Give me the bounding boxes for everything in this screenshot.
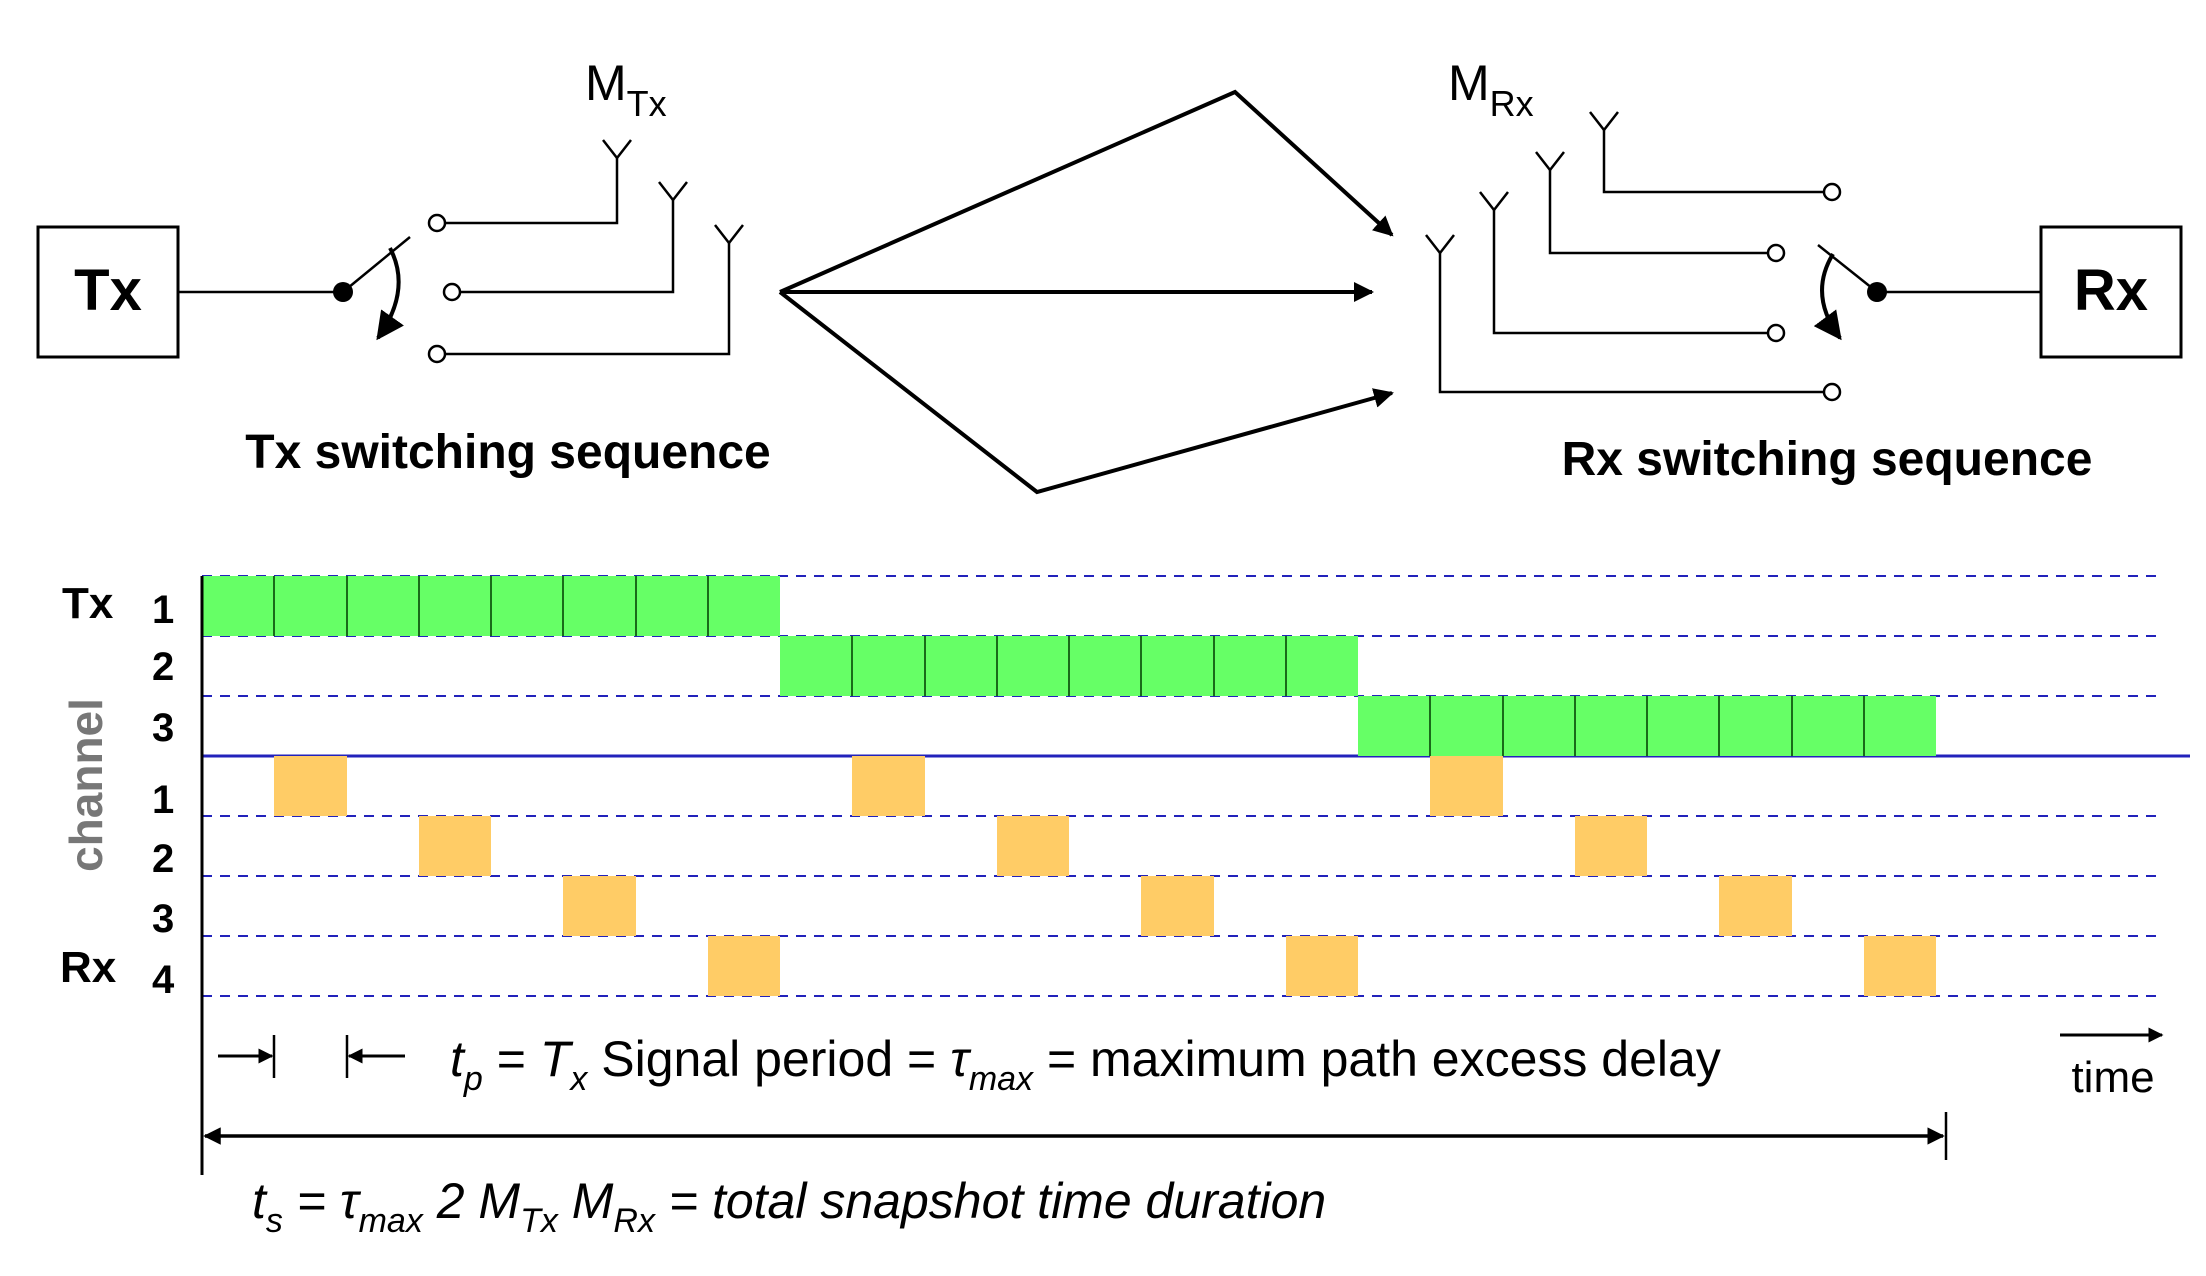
rx-group-label: Rx [60,943,117,992]
m-tx-label: MTx [585,55,667,124]
rx-box-label: Rx [2074,258,2148,323]
antenna-icon [1589,111,1619,131]
rx-channel-1-label: 1 [152,778,174,822]
tx-switch-rotation-arrow [376,247,404,341]
tx-feed-3 [445,243,731,356]
tx-box [36,225,180,359]
timing-diagram: Tx 1 2 3 1 2 3 4 Rx channel tp = Tx Sign… [60,575,2190,1240]
rx-feed-2 [1548,170,1768,255]
antenna-icon [602,139,632,159]
rx-channel-4-label: 4 [152,958,175,1002]
rx-block [1141,876,1214,936]
propagation-paths [778,89,1394,495]
tx-group-label: Tx [62,579,114,628]
rx-block [1430,756,1503,816]
rx-channel-3-label: 3 [152,897,174,941]
rx-blocks [274,756,1936,996]
rx-box [2039,225,2183,359]
rx-contact-1 [1822,182,1842,202]
antenna-icon [1535,151,1565,171]
tx-contact-1 [427,213,447,233]
rx-switching-caption: Rx switching sequence [1562,433,2093,486]
rx-channel-2-label: 2 [152,837,174,881]
channel-axis-label: channel [60,698,112,872]
rx-contact-4 [1822,382,1842,402]
rx-block [274,756,347,816]
antenna-icon [714,224,744,244]
rx-block [708,936,780,996]
rx-feed-3 [1492,210,1768,335]
tx-channel-1-label: 1 [152,588,174,632]
rx-switch-blade [1817,244,1878,293]
rx-block [852,756,925,816]
tx-channel-3-label: 3 [152,706,174,750]
rx-contact-3 [1766,323,1786,343]
rx-switch-rotation-arrow [1813,252,1842,341]
time-label: time [2071,1053,2154,1102]
tx-contact-2 [442,282,462,302]
tx-box-label: Tx [74,258,142,323]
antenna-icon [1479,191,1509,211]
tx-feed-2 [460,200,675,294]
antenna-icon [658,181,688,201]
tx-side: Tx MTx Tx switching sequence [36,55,771,479]
rx-contact-2 [1766,243,1786,263]
path-arrow-upper [779,89,1394,294]
rx-block [1286,936,1358,996]
antenna-icon [1425,234,1455,254]
rx-block [1719,876,1792,936]
rx-feed-1 [1602,130,1824,194]
rx-block [1575,816,1647,876]
rx-block [1864,936,1936,996]
rx-block [563,876,636,936]
tx-switching-caption: Tx switching sequence [245,426,770,479]
rx-feed-4 [1438,253,1824,394]
m-rx-label: MRx [1448,55,1534,124]
ts-definition: ts = τmax 2 MTx MRx = total snapshot tim… [252,1173,1326,1240]
tx-channel-2-label: 2 [152,645,174,689]
rx-block [997,816,1069,876]
tx-switch-blade [342,236,411,293]
tp-definition: tp = Tx Signal period = τmax = maximum p… [450,1031,1721,1098]
tx-contact-3 [427,344,447,364]
tx-slot-dividers [273,576,1865,756]
rx-side: Rx MRx Rx switching sequence [1425,55,2183,486]
rx-block [419,816,491,876]
path-arrow-lower [778,290,1394,495]
tx-feed-1 [445,158,619,225]
